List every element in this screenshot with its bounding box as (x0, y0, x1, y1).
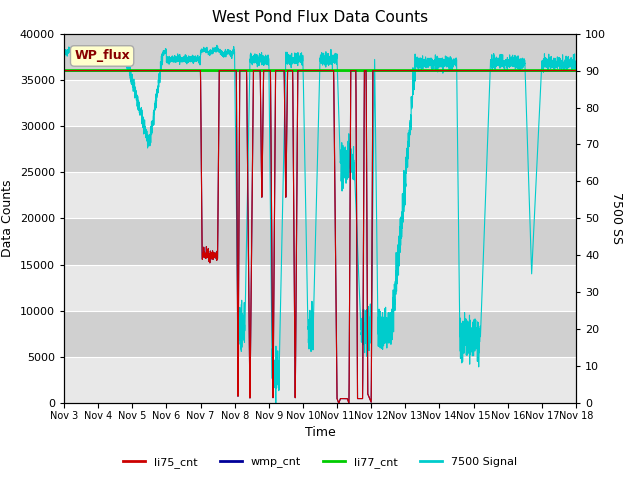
Bar (64, 218, 576, 264)
Y-axis label: Data Counts: Data Counts (1, 180, 14, 257)
Bar (64, 357, 576, 403)
Bar (64, 80, 576, 126)
Bar (64, 264, 576, 311)
X-axis label: Time: Time (305, 426, 335, 439)
Bar (64, 172, 576, 218)
Bar (64, 126, 576, 172)
Legend: li75_cnt, wmp_cnt, li77_cnt, 7500 Signal: li75_cnt, wmp_cnt, li77_cnt, 7500 Signal (118, 452, 522, 472)
Text: WP_flux: WP_flux (74, 49, 130, 62)
Y-axis label: 7500 SS: 7500 SS (610, 192, 623, 244)
Title: West Pond Flux Data Counts: West Pond Flux Data Counts (212, 11, 428, 25)
Bar (64, 311, 576, 357)
Bar (64, 34, 576, 80)
